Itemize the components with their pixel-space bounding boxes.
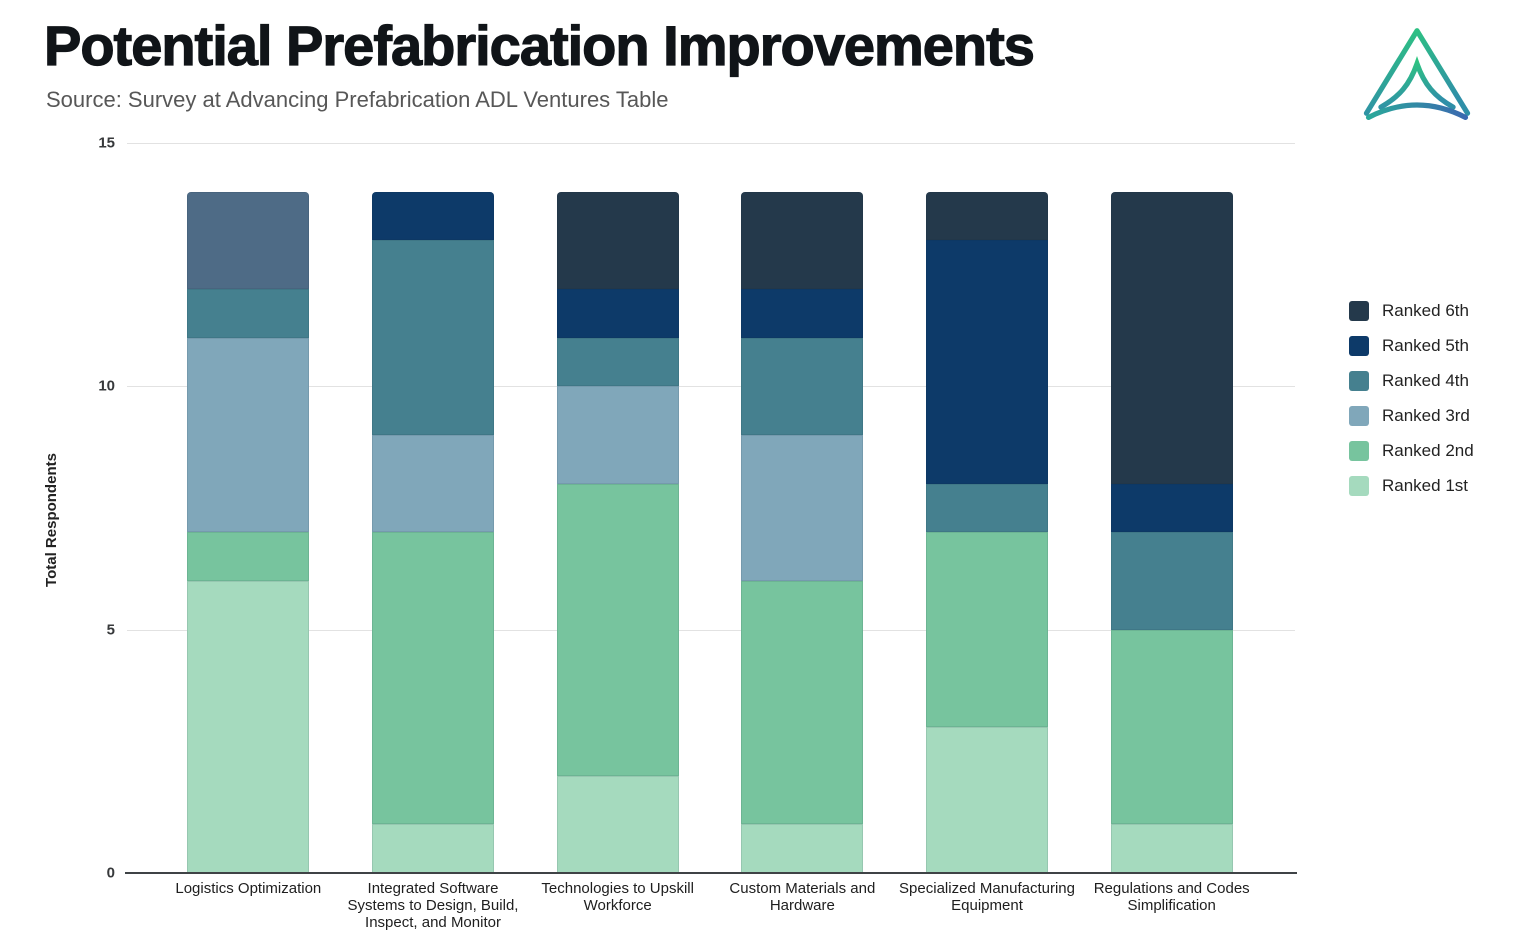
bar-segment	[741, 191, 864, 289]
legend-item: Ranked 3rd	[1349, 406, 1474, 426]
legend-item: Ranked 5th	[1349, 336, 1474, 356]
bar-cell	[1079, 143, 1264, 873]
legend-swatch-icon	[1349, 441, 1369, 461]
bars-row	[156, 143, 1264, 873]
bar-segment	[556, 289, 679, 338]
gridline	[127, 386, 1295, 388]
legend-swatch-icon	[1349, 301, 1369, 321]
x-axis-line	[125, 872, 1297, 874]
legend-swatch-icon	[1349, 336, 1369, 356]
x-tick-label: Custom Materials and Hardware	[729, 880, 876, 915]
y-tick-label: 10	[98, 377, 115, 395]
bar-segment	[556, 337, 679, 387]
bar-segment	[187, 191, 310, 289]
bar-segment	[741, 434, 864, 581]
legend-swatch-icon	[1349, 406, 1369, 426]
legend-label: Ranked 1st	[1382, 476, 1468, 495]
bar-segment	[741, 289, 864, 338]
adl-ventures-logo-icon	[1363, 28, 1471, 120]
bar-segment	[187, 337, 310, 533]
bar-segment	[556, 191, 679, 289]
x-tick-label: Regulations and Codes Simplification	[1093, 880, 1250, 915]
bar-segment	[556, 775, 679, 873]
legend-label: Ranked 6th	[1382, 301, 1469, 320]
y-axis-ticks: 0 5 10 15	[70, 135, 115, 882]
bar	[372, 191, 494, 873]
bar	[926, 191, 1049, 873]
y-tick-label: 15	[98, 134, 115, 152]
bar-segment	[1110, 191, 1233, 484]
bar	[1110, 191, 1233, 873]
legend-swatch-icon	[1349, 476, 1369, 496]
bar	[556, 191, 679, 873]
x-tick-label: Logistics Optimization	[175, 880, 322, 897]
gridline	[127, 143, 1295, 144]
legend-label: Ranked 5th	[1382, 336, 1469, 355]
bar-segment	[187, 532, 310, 581]
legend-swatch-icon	[1349, 371, 1369, 391]
chart-source: Source: Survey at Advancing Prefabricati…	[46, 87, 669, 112]
bar-segment	[926, 532, 1049, 727]
x-tick-label: Integrated Software Systems to Design, B…	[347, 880, 519, 932]
bar-segment	[372, 824, 494, 873]
bar-cell	[710, 143, 895, 873]
legend-item: Ranked 2nd	[1349, 441, 1474, 461]
bar-cell	[341, 143, 526, 873]
bar	[741, 191, 864, 873]
x-axis-labels: Logistics Optimization Integrated Softwar…	[156, 880, 1264, 931]
gridline	[127, 629, 1295, 631]
bar-segment	[372, 532, 494, 825]
plot-area	[127, 143, 1295, 873]
bar-segment	[1110, 629, 1233, 825]
bar-segment	[187, 580, 310, 873]
bar-segment	[741, 337, 864, 435]
x-tick-label: Specialized Manufacturing Equipment	[899, 880, 1075, 915]
legend-label: Ranked 3rd	[1382, 406, 1470, 425]
bar-segment	[187, 289, 310, 338]
legend-label: Ranked 4th	[1382, 371, 1469, 390]
bar-segment	[1110, 483, 1233, 533]
y-axis-title: Total Respondents	[43, 453, 60, 587]
legend-item: Ranked 1st	[1349, 476, 1474, 496]
bar-segment	[741, 824, 864, 873]
bar-segment	[1110, 824, 1233, 873]
bar-segment	[372, 434, 494, 533]
page-title: Potential Prefabrication Improvements	[43, 13, 1035, 77]
bar	[187, 191, 310, 873]
y-tick-label: 5	[106, 621, 115, 639]
bar-segment	[926, 483, 1049, 533]
bar-segment	[372, 240, 494, 435]
bar-segment	[556, 386, 679, 484]
bar-segment	[556, 483, 679, 776]
y-tick-label: 0	[106, 864, 115, 882]
bar-segment	[926, 240, 1049, 484]
bar-segment	[926, 726, 1049, 873]
legend: Ranked 6th Ranked 5th Ranked 4th Ranked 3rd…	[1349, 301, 1474, 511]
bar-segment	[926, 191, 1049, 241]
bar-cell	[156, 143, 341, 873]
bar-cell	[525, 143, 710, 873]
legend-label: Ranked 2nd	[1382, 441, 1474, 460]
bar-segment	[1110, 532, 1233, 630]
x-tick-label: Technologies to Upskill Workforce	[541, 880, 694, 915]
legend-item: Ranked 6th	[1349, 301, 1474, 321]
bar-segment	[372, 191, 494, 241]
bar-segment	[741, 580, 864, 825]
legend-item: Ranked 4th	[1349, 371, 1474, 391]
bar-cell	[895, 143, 1080, 873]
